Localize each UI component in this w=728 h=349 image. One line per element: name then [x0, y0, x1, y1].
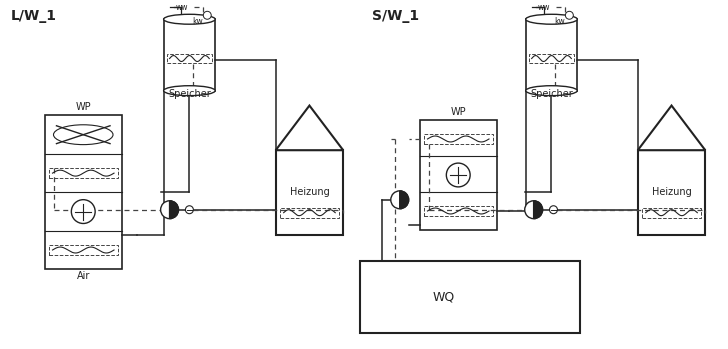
Bar	[280, 208, 339, 218]
Bar	[424, 134, 493, 144]
Text: kw: kw	[555, 17, 565, 26]
Bar	[167, 53, 213, 64]
Wedge shape	[170, 201, 178, 218]
Bar	[638, 150, 705, 235]
Circle shape	[525, 201, 542, 218]
Circle shape	[566, 11, 574, 19]
Text: Heizung: Heizung	[290, 187, 329, 197]
Bar	[49, 168, 118, 178]
Wedge shape	[534, 201, 542, 218]
Polygon shape	[276, 105, 343, 150]
Polygon shape	[638, 105, 705, 150]
Bar	[526, 19, 577, 91]
Text: WP: WP	[76, 103, 91, 112]
Text: kw: kw	[192, 17, 203, 26]
Text: Speicher: Speicher	[530, 89, 573, 99]
Circle shape	[550, 206, 558, 214]
Wedge shape	[400, 191, 408, 209]
Circle shape	[391, 191, 408, 209]
Text: Heizung: Heizung	[652, 187, 692, 197]
Circle shape	[446, 163, 470, 187]
Ellipse shape	[164, 86, 215, 96]
Bar	[360, 261, 580, 333]
Text: ww: ww	[537, 3, 550, 12]
Text: S/W_1: S/W_1	[372, 9, 419, 23]
Ellipse shape	[164, 14, 215, 24]
Bar	[44, 116, 122, 269]
Text: Air: Air	[76, 271, 90, 281]
Text: WQ: WQ	[432, 290, 455, 304]
Bar	[49, 245, 118, 255]
Bar	[424, 206, 493, 216]
Text: L/W_1: L/W_1	[11, 9, 57, 23]
Text: ww: ww	[175, 3, 188, 12]
Bar	[642, 208, 701, 218]
Circle shape	[71, 200, 95, 223]
Text: WP: WP	[451, 107, 466, 118]
Text: Speicher: Speicher	[168, 89, 211, 99]
Bar	[529, 53, 574, 64]
Circle shape	[186, 206, 194, 214]
Ellipse shape	[526, 14, 577, 24]
Circle shape	[203, 11, 211, 19]
Bar	[164, 19, 215, 91]
Ellipse shape	[526, 86, 577, 96]
Bar	[419, 120, 497, 230]
Circle shape	[161, 201, 178, 218]
Bar	[276, 150, 343, 235]
